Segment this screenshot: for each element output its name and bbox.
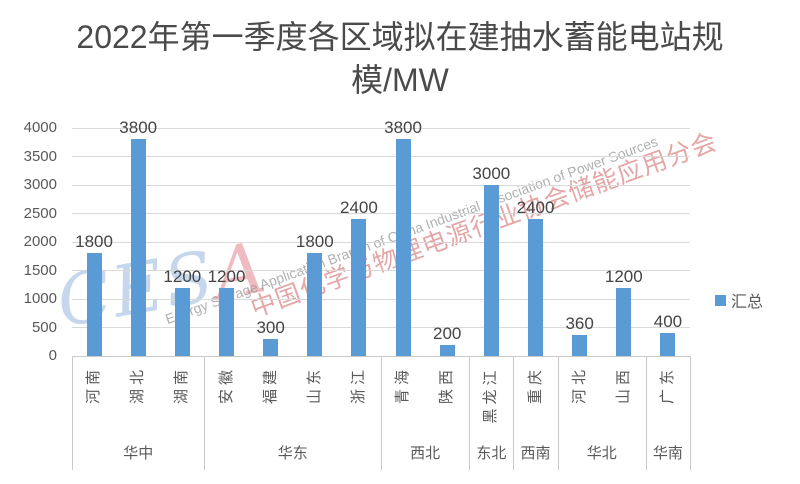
y-tick-label: 1500 xyxy=(23,261,57,279)
region-label: 西北 xyxy=(410,445,441,462)
region-label: 华中 xyxy=(123,445,154,462)
province-label: 黑龙江 xyxy=(482,366,500,424)
province-label: 浙江 xyxy=(349,366,367,405)
bar-山东 xyxy=(307,253,323,356)
region-label: 西南 xyxy=(520,445,551,462)
bar-value-label: 2400 xyxy=(516,198,555,218)
province-label: 福建 xyxy=(261,366,279,405)
bar-湖北 xyxy=(130,139,146,356)
gridline xyxy=(72,127,690,129)
bar-湖南 xyxy=(174,287,190,356)
bar-value-label: 2400 xyxy=(340,198,378,218)
bar-福建 xyxy=(263,338,279,356)
y-tick-label: 1000 xyxy=(23,290,57,307)
province-label: 河北 xyxy=(570,366,588,405)
bar-黑龙江 xyxy=(483,185,499,356)
y-tick-label: 500 xyxy=(31,318,57,336)
chart-title-line1: 2022年第一季度各区域拟在建抽水蓄能电站规 xyxy=(76,19,724,55)
group-divider xyxy=(72,356,73,470)
bar-value-label: 1200 xyxy=(604,266,643,286)
region-label: 华东 xyxy=(277,445,308,462)
gridline xyxy=(72,298,690,300)
region-label: 东北 xyxy=(476,445,507,462)
province-label: 青海 xyxy=(394,366,412,405)
y-tick-label: 2000 xyxy=(23,233,57,250)
legend-marker-icon xyxy=(715,294,726,306)
y-tick-label: 4000 xyxy=(23,119,57,136)
bar-山西 xyxy=(616,287,632,356)
y-tick-label: 3500 xyxy=(23,147,57,165)
province-label: 重庆 xyxy=(526,366,544,405)
group-divider xyxy=(469,356,471,470)
bar-安徽 xyxy=(219,287,234,356)
legend-label: 汇总 xyxy=(731,294,764,311)
gridline xyxy=(72,270,690,271)
bar-value-label: 1200 xyxy=(207,266,246,286)
gridline xyxy=(72,184,690,186)
bar-河北 xyxy=(572,335,588,356)
province-label: 山西 xyxy=(614,366,632,405)
bar-河南 xyxy=(86,253,102,356)
group-divider xyxy=(645,356,647,470)
bar-青海 xyxy=(395,139,411,356)
gridline xyxy=(72,327,690,328)
province-label: 湖南 xyxy=(173,366,191,405)
group-divider xyxy=(690,356,691,470)
bar-value-label: 3000 xyxy=(472,164,511,183)
bar-陕西 xyxy=(439,344,455,356)
bar-value-label: 3800 xyxy=(384,118,422,138)
group-divider xyxy=(204,356,206,470)
bar-value-label: 3800 xyxy=(119,118,158,138)
gridline xyxy=(72,156,690,157)
y-tick-label: 2500 xyxy=(23,204,57,222)
bar-value-label: 1800 xyxy=(75,232,113,252)
legend: 汇总 xyxy=(715,288,763,312)
bar-value-label: 400 xyxy=(653,312,683,332)
chart-title-line2: 模/MW xyxy=(351,62,449,98)
province-label: 安徽 xyxy=(217,366,235,405)
province-label: 广东 xyxy=(658,366,676,405)
bar-value-label: 200 xyxy=(433,323,462,343)
group-divider xyxy=(557,356,559,470)
bar-重庆 xyxy=(528,219,543,356)
bar-value-label: 1800 xyxy=(295,232,334,252)
province-label: 河南 xyxy=(85,366,103,405)
gridline xyxy=(72,241,690,243)
y-tick-label: 0 xyxy=(48,347,57,364)
bar-广东 xyxy=(660,333,676,356)
province-label: 山东 xyxy=(305,366,323,405)
chart-title: 2022年第一季度各区域拟在建抽水蓄能电站规 模/MW xyxy=(0,16,800,102)
province-label: 湖北 xyxy=(129,366,147,405)
group-divider xyxy=(381,356,382,470)
gridline xyxy=(72,213,690,214)
bar-浙江 xyxy=(351,219,367,356)
region-label: 华北 xyxy=(586,445,617,462)
bar-value-label: 300 xyxy=(256,317,285,337)
bar-value-label: 1200 xyxy=(163,266,202,286)
bar-value-label: 360 xyxy=(565,314,594,334)
group-divider xyxy=(513,356,515,470)
province-label: 陕西 xyxy=(438,366,456,405)
region-label: 华南 xyxy=(652,445,683,462)
y-tick-label: 3000 xyxy=(23,176,57,193)
